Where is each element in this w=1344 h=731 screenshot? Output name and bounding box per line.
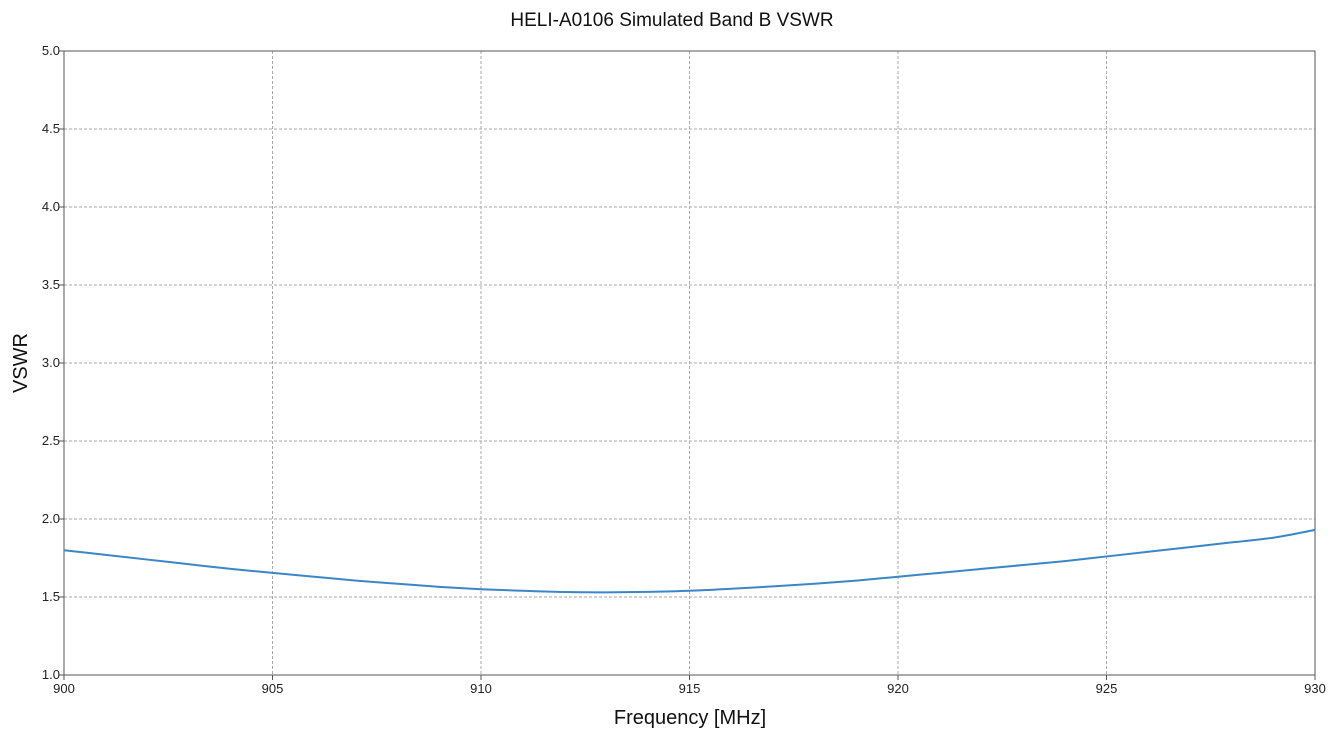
- x-tick-label: 910: [470, 681, 492, 696]
- x-axis-ticks: 900 905 910 915 920 925 930: [53, 675, 1326, 696]
- x-tick-label: 915: [679, 681, 701, 696]
- x-tick-label: 930: [1304, 681, 1326, 696]
- x-tick-label: 900: [53, 681, 75, 696]
- y-tick-label: 1.0: [42, 667, 60, 682]
- y-tick-label: 2.0: [42, 511, 60, 526]
- x-tick-label: 925: [1096, 681, 1118, 696]
- y-tick-label: 3.5: [42, 277, 60, 292]
- series-layer: [63, 528, 1316, 594]
- y-tick-label: 3.0: [42, 355, 60, 370]
- series-line-vswr: [63, 528, 1316, 594]
- y-tick-label: 4.5: [42, 121, 60, 136]
- y-axis-title: VSWR: [10, 333, 32, 393]
- x-axis-title: Frequency [MHz]: [614, 707, 766, 729]
- y-tick-label: 4.0: [42, 199, 60, 214]
- y-tick-label: 2.5: [42, 433, 60, 448]
- x-tick-label: 920: [887, 681, 909, 696]
- y-axis-ticks: 1.0 1.5 2.0 2.5 3.0 3.5 4.0 4.5 5.0: [42, 43, 64, 682]
- chart-title: HELI-A0106 Simulated Band B VSWR: [510, 10, 833, 31]
- x-tick-label: 905: [262, 681, 284, 696]
- grid: [64, 51, 1315, 675]
- y-tick-label: 1.5: [42, 589, 60, 604]
- y-tick-label: 5.0: [42, 43, 60, 58]
